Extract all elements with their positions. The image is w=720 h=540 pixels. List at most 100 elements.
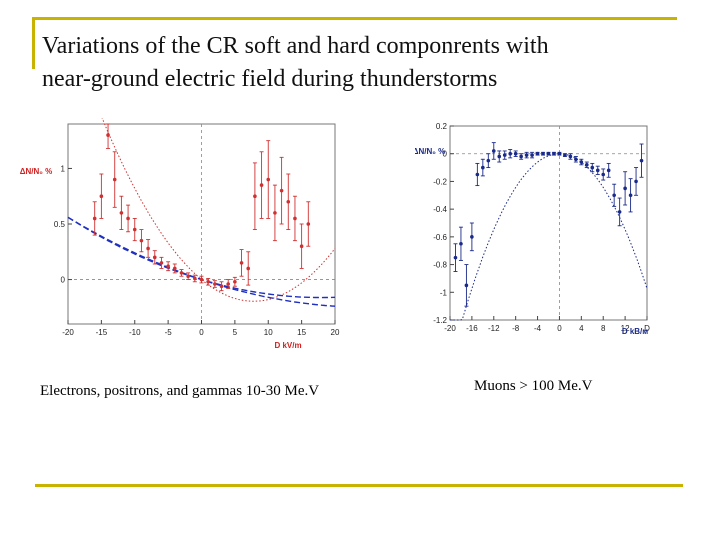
data-point [166,264,170,269]
x-axis-label: D kB/м [622,327,648,336]
y-tick-label: -0.8 [433,261,447,270]
data-point [112,177,117,182]
x-tick-label: 8 [601,324,606,333]
data-point [146,246,150,251]
data-point [106,133,110,137]
data-point [639,158,644,163]
data-point [546,151,551,156]
x-tick-label: -4 [534,324,542,333]
data-point [541,151,545,156]
data-point [623,186,627,191]
caption-muons: Muons > 100 Me.V [474,378,593,394]
data-point [530,153,534,157]
x-tick-label: 5 [233,328,238,337]
data-point [273,211,277,215]
frame-top-rule [32,17,677,20]
data-point [475,172,480,177]
y-axis-label: ΔN/N₀ % [20,167,52,176]
data-point [590,165,595,170]
data-point [226,282,230,286]
data-point [206,279,210,284]
data-point [126,216,130,221]
data-point [259,183,264,187]
y-tick-label: -0.2 [433,177,447,186]
data-point [497,154,502,159]
frame-left-rule [32,17,35,69]
data-point [186,274,190,279]
data-point [293,216,297,221]
data-point [601,172,606,177]
data-point [173,266,177,271]
data-point [491,149,496,153]
data-point [524,153,529,157]
data-point [453,255,458,260]
data-point [486,158,491,163]
x-tick-label: 10 [264,328,273,337]
data-point [612,193,616,198]
x-tick-label: 20 [331,328,340,337]
data-point [519,154,523,159]
data-point [459,241,463,246]
data-point [535,151,540,156]
plot-frame [449,125,648,321]
data-point [306,222,311,226]
x-tick-label: 15 [297,328,306,337]
x-tick-label: D [644,324,650,333]
caption-electrons: Electrons, positrons, and gammas 10-30 M… [40,383,320,399]
data-point [634,179,638,184]
data-point [585,163,589,167]
data-point [563,153,567,157]
data-point [193,276,197,281]
data-point [279,188,284,193]
y-tick-label: 1 [61,164,66,173]
data-point [557,151,562,156]
x-tick-label: -16 [466,324,478,333]
data-point [508,151,512,156]
x-tick-label: 0 [199,328,204,337]
data-point [246,266,251,271]
x-tick-label: 4 [579,324,584,333]
x-tick-label: 0 [557,324,562,333]
data-point [132,227,137,232]
frame-bottom-rule [35,484,683,487]
x-tick-label: -12 [488,324,500,333]
x-tick-label: -5 [165,328,173,337]
data-point [470,235,474,239]
x-tick-label: -10 [129,328,141,337]
data-point [513,151,518,156]
data-point [595,168,600,173]
data-point [219,284,224,289]
y-axis-label: ΔN/N₀ % [415,147,445,156]
data-point [199,277,204,282]
data-point [299,244,304,249]
y-tick-label: -1.2 [433,316,447,325]
data-point [552,151,556,156]
x-tick-label: -20 [444,324,456,333]
data-point [92,216,97,221]
data-point [266,177,271,182]
muons-chart: -20 -16 -12 -8 -4 0 4 8 12 D 0.2 0 -0.2 -0.4 -0.6 -0.8 -… [415,122,650,336]
data-point [617,210,622,214]
x-tick-label: -20 [62,328,74,337]
y-tick-label: -1 [440,288,448,297]
data-point [502,153,507,157]
x-tick-label: 12 [621,324,630,333]
data-point [574,157,578,162]
y-tick-label: 0.2 [436,122,448,131]
data-point [213,282,217,286]
slide-title: Variations of the CR soft and hard compo… [42,33,549,92]
data-point [239,261,244,265]
data-point [99,194,104,199]
x-tick-label: -8 [512,324,520,333]
data-point [579,160,584,164]
x-tick-label: -15 [96,328,108,337]
data-point [159,261,164,265]
data-point [628,193,633,198]
data-point [253,194,257,199]
data-point [139,238,144,243]
data-point [481,165,485,170]
data-point [606,168,611,173]
y-tick-label: -0.6 [433,233,447,242]
y-tick-label: 0 [61,276,66,285]
